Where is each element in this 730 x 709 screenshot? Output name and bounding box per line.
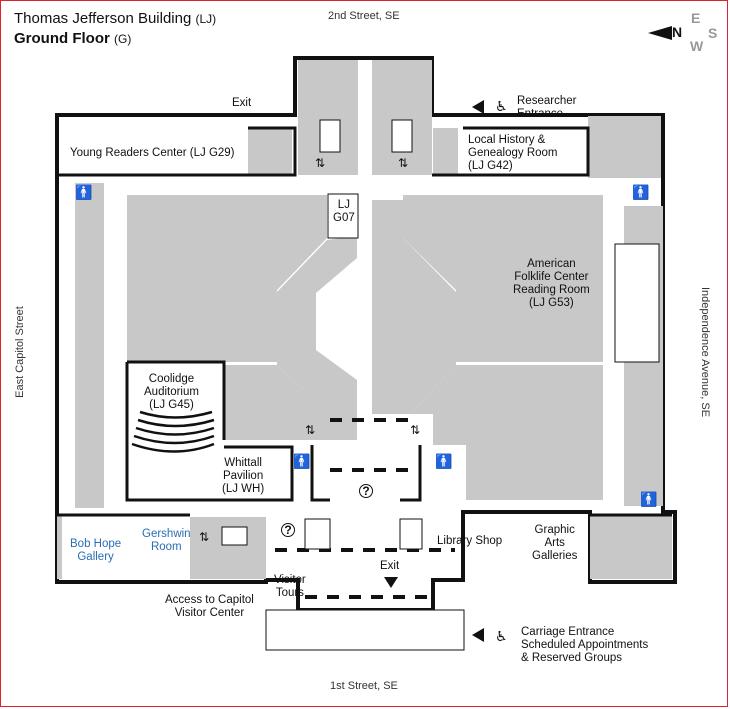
south-exit-label: Exit bbox=[380, 560, 400, 572]
young-readers-label: Young Readers Center (LJ G29) bbox=[70, 147, 235, 159]
elevator-icon: ⇅ bbox=[410, 423, 421, 437]
restroom-icon: 🚹 bbox=[640, 491, 658, 507]
central-octagon-right bbox=[372, 200, 456, 414]
compass-n: N bbox=[672, 24, 683, 40]
elevator-icon: ⇅ bbox=[199, 530, 210, 544]
compass-w: W bbox=[690, 38, 704, 54]
young-readers-wall bbox=[57, 126, 297, 177]
restroom-icon: 🚹 bbox=[632, 184, 650, 200]
east-court bbox=[403, 195, 603, 362]
lj-g07-label: LJ G07 bbox=[333, 199, 355, 224]
cvc-label: Access to Capitol Visitor Center bbox=[165, 594, 254, 619]
gershwin-gray bbox=[190, 517, 266, 579]
coolidge-gray bbox=[224, 365, 357, 440]
auditorium-seat-row bbox=[135, 426, 215, 436]
coolidge-label: Coolidge Auditorium (LJ G45) bbox=[144, 373, 199, 411]
info-icon: ? bbox=[281, 523, 295, 537]
local-history-wall bbox=[432, 126, 590, 177]
north-stair-block-left bbox=[298, 60, 358, 175]
info-icon: ? bbox=[359, 484, 373, 498]
folklife-label: American Folklife Center Reading Room (LJ G… bbox=[513, 258, 590, 309]
north-exit-label: Exit bbox=[232, 97, 252, 109]
young-readers-gray bbox=[248, 128, 292, 175]
library-shop-label: Library Shop bbox=[437, 535, 503, 547]
carriage-arrow bbox=[472, 628, 484, 642]
stair-hall-west bbox=[310, 445, 330, 502]
bob-hope-label: Bob Hope Gallery bbox=[70, 538, 122, 563]
restroom-icon: 🚹 bbox=[435, 453, 453, 469]
auditorium-seat-row bbox=[139, 410, 213, 419]
se-corner-room bbox=[590, 515, 672, 579]
east-gray-lower bbox=[410, 365, 603, 500]
researcher-arrow bbox=[472, 100, 484, 114]
stair-hall-east bbox=[400, 445, 422, 502]
elevator-icon: ⇅ bbox=[398, 156, 409, 170]
local-history-gray-left bbox=[433, 128, 458, 175]
elevator-icon: ⇅ bbox=[315, 156, 326, 170]
gershwin-label: Gershwin Room bbox=[142, 528, 191, 553]
accessible-icon: ♿ bbox=[495, 98, 508, 114]
central-octagon-left bbox=[277, 236, 357, 414]
north-arrow bbox=[648, 26, 672, 40]
accessible-icon: ♿ bbox=[495, 628, 508, 644]
elevator-icon: ⇅ bbox=[305, 423, 316, 437]
compass-e: E bbox=[691, 10, 701, 26]
auditorium-seat-row bbox=[131, 442, 215, 453]
sw-gray bbox=[57, 515, 62, 579]
south-annex bbox=[265, 609, 465, 651]
auditorium-seat-row bbox=[137, 418, 215, 428]
street-north: 2nd Street, SE bbox=[328, 10, 400, 22]
coolidge-wall bbox=[127, 360, 226, 440]
visitor-tours-label: Visitor Tours bbox=[274, 574, 306, 599]
south-exit-arrow bbox=[384, 577, 398, 588]
local-history-label: Local History & Genealogy Room (LJ G42) bbox=[468, 134, 558, 172]
compass-s: S bbox=[708, 25, 718, 41]
east-folklife-room bbox=[614, 243, 660, 363]
north-stair-block-right bbox=[372, 60, 432, 175]
west-corridor-room bbox=[75, 183, 104, 508]
street-west: East Capitol Street bbox=[13, 306, 26, 398]
whittall-wall bbox=[224, 445, 294, 502]
restroom-icon: 🚹 bbox=[75, 184, 93, 200]
ne-corner-room bbox=[588, 116, 661, 178]
auditorium-seat-row bbox=[133, 434, 215, 445]
floor-title: Ground Floor (G) bbox=[14, 30, 132, 47]
restroom-icon: 🚹 bbox=[293, 453, 311, 469]
whittall-label: Whittall Pavilion (LJ WH) bbox=[222, 457, 265, 495]
street-south: 1st Street, SE bbox=[330, 680, 398, 692]
graphic-arts-label: Graphic Arts Galleries bbox=[532, 524, 578, 562]
street-east: Independence Avenue, SE bbox=[699, 286, 712, 418]
carriage-entrance-label: Carriage Entrance Scheduled Appointments &… bbox=[521, 626, 649, 664]
coolidge-outer bbox=[125, 362, 224, 502]
building-title: Thomas Jefferson Building (LJ) bbox=[14, 10, 217, 27]
researcher-entrance-label: Researcher Entrance bbox=[517, 95, 577, 120]
lj-g07-room bbox=[327, 193, 359, 239]
